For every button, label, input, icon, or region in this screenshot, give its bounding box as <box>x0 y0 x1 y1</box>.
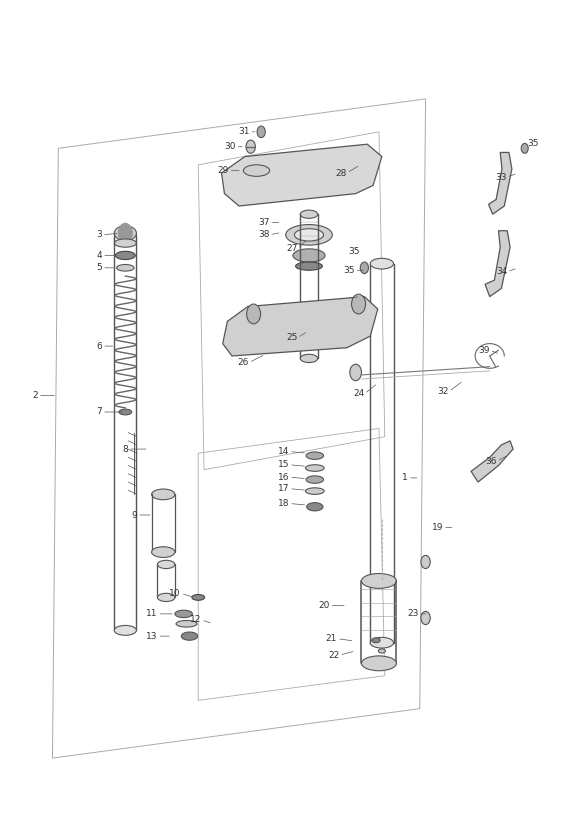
Text: 4: 4 <box>96 251 102 260</box>
Ellipse shape <box>296 262 322 270</box>
Ellipse shape <box>119 410 132 415</box>
Text: 34: 34 <box>496 268 507 276</box>
Ellipse shape <box>306 452 324 460</box>
Circle shape <box>257 126 265 138</box>
Ellipse shape <box>114 625 136 635</box>
Ellipse shape <box>378 649 385 653</box>
Circle shape <box>350 364 361 381</box>
Text: 17: 17 <box>278 485 289 493</box>
Text: 38: 38 <box>258 231 269 239</box>
Text: 14: 14 <box>278 447 289 456</box>
Text: 2: 2 <box>32 391 38 400</box>
Ellipse shape <box>192 594 205 600</box>
Circle shape <box>521 143 528 153</box>
Circle shape <box>421 555 430 569</box>
Ellipse shape <box>152 547 175 557</box>
Text: 21: 21 <box>325 634 337 643</box>
Ellipse shape <box>157 593 175 602</box>
Ellipse shape <box>286 225 332 246</box>
Text: 27: 27 <box>286 245 297 253</box>
Ellipse shape <box>361 574 396 588</box>
Ellipse shape <box>114 226 136 241</box>
Circle shape <box>118 223 132 243</box>
Text: 22: 22 <box>328 651 339 659</box>
Polygon shape <box>471 441 513 482</box>
Text: 8: 8 <box>122 445 128 453</box>
Text: 11: 11 <box>146 610 157 618</box>
Text: 35: 35 <box>343 266 354 274</box>
Ellipse shape <box>372 638 380 643</box>
Polygon shape <box>223 297 378 356</box>
Text: 35: 35 <box>527 139 539 147</box>
Ellipse shape <box>300 210 318 218</box>
Ellipse shape <box>114 239 136 247</box>
Text: 3: 3 <box>96 231 102 239</box>
Text: 23: 23 <box>407 610 419 618</box>
Text: 20: 20 <box>318 602 329 610</box>
Text: 6: 6 <box>96 342 102 350</box>
Text: 26: 26 <box>237 358 249 367</box>
Text: 31: 31 <box>238 128 250 136</box>
Ellipse shape <box>243 165 269 176</box>
Circle shape <box>421 611 430 625</box>
Text: 13: 13 <box>146 632 157 640</box>
Text: 37: 37 <box>258 218 269 227</box>
Circle shape <box>360 262 368 274</box>
Text: 33: 33 <box>496 173 507 181</box>
Circle shape <box>246 140 255 153</box>
Ellipse shape <box>175 610 192 618</box>
Circle shape <box>247 304 261 324</box>
Polygon shape <box>489 152 512 214</box>
Polygon shape <box>485 231 510 297</box>
Ellipse shape <box>176 620 197 627</box>
Ellipse shape <box>370 259 394 269</box>
Text: 5: 5 <box>96 264 102 272</box>
Polygon shape <box>222 144 382 206</box>
Circle shape <box>352 294 366 314</box>
Text: 18: 18 <box>278 499 289 508</box>
Ellipse shape <box>305 488 324 494</box>
Text: 12: 12 <box>189 616 201 624</box>
Ellipse shape <box>181 632 198 640</box>
Text: 25: 25 <box>286 334 297 342</box>
Ellipse shape <box>157 560 175 569</box>
Ellipse shape <box>306 476 324 484</box>
Ellipse shape <box>294 229 324 241</box>
Text: 10: 10 <box>169 589 181 597</box>
Text: 7: 7 <box>96 408 102 416</box>
Ellipse shape <box>300 354 318 363</box>
Ellipse shape <box>293 249 325 262</box>
Ellipse shape <box>115 251 135 260</box>
Ellipse shape <box>361 656 396 671</box>
Ellipse shape <box>305 465 324 471</box>
Text: 19: 19 <box>431 523 443 531</box>
Ellipse shape <box>117 265 134 271</box>
Text: 1: 1 <box>402 474 408 482</box>
Ellipse shape <box>152 489 175 499</box>
Text: 30: 30 <box>224 143 236 151</box>
Text: 24: 24 <box>353 390 364 398</box>
Ellipse shape <box>307 503 323 511</box>
Text: 29: 29 <box>217 166 229 175</box>
Text: 28: 28 <box>335 169 347 177</box>
Ellipse shape <box>370 638 394 648</box>
Text: 36: 36 <box>485 457 497 466</box>
Text: 9: 9 <box>131 511 137 519</box>
Text: 35: 35 <box>348 247 360 255</box>
Text: 15: 15 <box>278 461 289 469</box>
Text: 16: 16 <box>278 473 289 481</box>
Text: 32: 32 <box>437 387 449 396</box>
Text: 39: 39 <box>478 346 490 354</box>
